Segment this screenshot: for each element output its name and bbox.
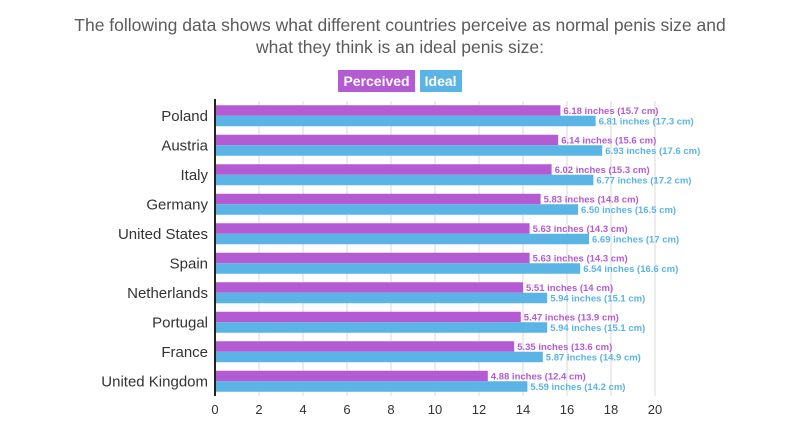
- legend: Perceived Ideal: [0, 70, 800, 92]
- x-tick-label: 12: [472, 402, 486, 417]
- data-label-perceived: 4.88 inches (12.4 cm): [491, 371, 586, 382]
- chart-title: The following data shows what different …: [74, 15, 726, 57]
- x-tick-label: 16: [560, 402, 574, 417]
- bar-perceived: [216, 370, 488, 382]
- bar-perceived: [216, 282, 523, 293]
- data-label-ideal: 5.87 inches (14.9 cm): [546, 352, 641, 363]
- data-label-ideal: 6.81 inches (17.3 cm): [599, 116, 694, 127]
- data-label-perceived: 5.63 inches (14.3 cm): [533, 253, 628, 264]
- data-label-ideal: 5.59 inches (14.2 cm): [530, 382, 625, 393]
- category-label: Germany: [146, 196, 208, 213]
- data-label-perceived: 6.02 inches (15.3 cm): [555, 165, 650, 176]
- x-tick-label: 0: [211, 402, 218, 417]
- category-label: Netherlands: [127, 285, 208, 302]
- bar-ideal: [216, 381, 528, 392]
- x-tick-label: 2: [255, 402, 262, 417]
- data-label-perceived: 5.35 inches (13.6 cm): [517, 342, 612, 353]
- data-label-perceived: 5.51 inches (14 cm): [526, 283, 613, 294]
- data-label-perceived: 5.63 inches (14.3 cm): [533, 224, 628, 235]
- x-tick-label: 6: [343, 402, 350, 417]
- bar-ideal: [216, 292, 548, 304]
- bar-perceived: [216, 193, 541, 205]
- bar-ideal: [216, 204, 578, 215]
- category-label: Spain: [170, 255, 208, 272]
- bar-perceived: [216, 252, 530, 264]
- x-tick-label: 8: [387, 402, 394, 417]
- category-label: Portugal: [152, 314, 208, 331]
- data-label-ideal: 5.94 inches (15.1 cm): [550, 293, 645, 304]
- bar-perceived: [216, 223, 530, 234]
- bar-ideal: [216, 174, 594, 186]
- x-tick-label: 4: [299, 402, 306, 417]
- data-label-ideal: 5.94 inches (15.1 cm): [550, 323, 645, 334]
- bar-perceived: [216, 134, 559, 146]
- bar-perceived: [216, 341, 515, 352]
- x-tick-label: 10: [428, 402, 442, 417]
- bar-ideal: [216, 115, 596, 127]
- x-tick-label: 20: [648, 402, 662, 417]
- data-label-perceived: 6.14 inches (15.6 cm): [561, 135, 656, 146]
- category-label: Italy: [180, 167, 208, 184]
- category-label: United Kingdom: [101, 373, 208, 390]
- bar-ideal: [216, 263, 581, 274]
- category-label: Poland: [161, 108, 208, 125]
- data-label-ideal: 6.54 inches (16.6 cm): [583, 264, 678, 275]
- data-label-ideal: 6.77 inches (17.2 cm): [596, 175, 691, 186]
- bar-ideal: [216, 145, 603, 156]
- legend-item-perceived: Perceived: [338, 70, 415, 92]
- category-label: France: [161, 344, 208, 361]
- x-tick-label: 14: [516, 402, 530, 417]
- data-label-ideal: 6.69 inches (17 cm): [592, 234, 679, 245]
- data-label-perceived: 5.83 inches (14.8 cm): [544, 194, 639, 205]
- category-label: United States: [118, 226, 208, 243]
- data-label-perceived: 6.18 inches (15.7 cm): [563, 106, 658, 117]
- legend-item-ideal: Ideal: [419, 70, 462, 92]
- bar-perceived: [216, 164, 552, 175]
- bar-perceived: [216, 105, 561, 116]
- bar-ideal: [216, 351, 543, 363]
- data-label-ideal: 6.93 inches (17.6 cm): [605, 146, 700, 157]
- category-label: Austria: [161, 137, 208, 154]
- bar-perceived: [216, 311, 521, 323]
- data-label-perceived: 5.47 inches (13.9 cm): [524, 312, 619, 323]
- bar-ideal: [216, 233, 589, 245]
- bar-ideal: [216, 322, 548, 333]
- x-tick-label: 18: [604, 402, 618, 417]
- data-label-ideal: 6.50 inches (16.5 cm): [581, 205, 676, 216]
